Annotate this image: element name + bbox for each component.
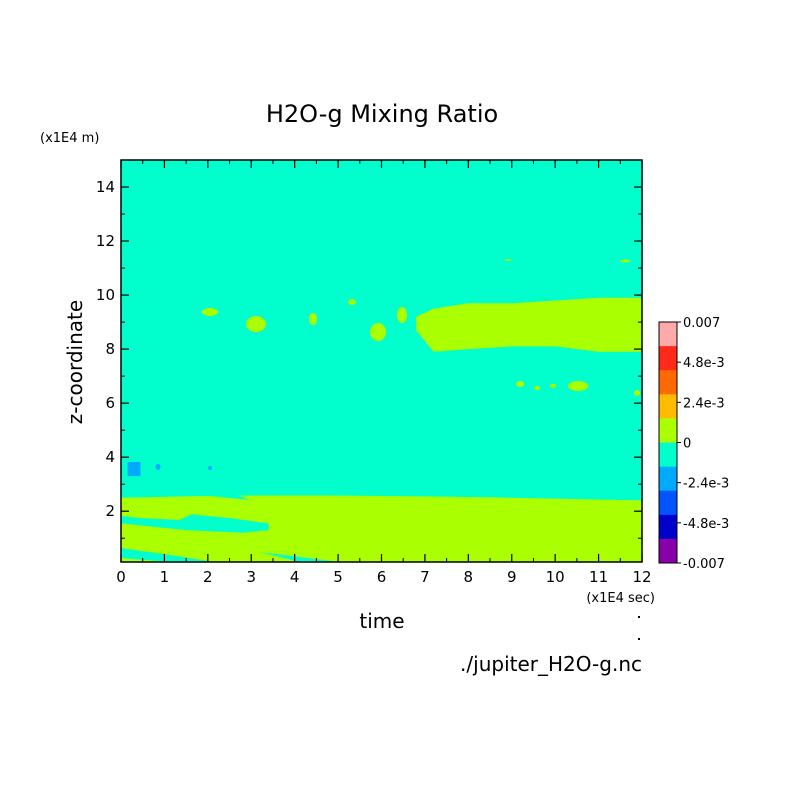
colorbar-swatch	[659, 538, 677, 564]
source-file-label: ./jupiter_H2O-g.nc	[460, 652, 642, 676]
colorbar-swatch	[659, 442, 677, 467]
y-axis-label: z-coordinate	[63, 300, 87, 424]
y-tick-label: 6	[105, 394, 115, 412]
colorbar-swatch	[659, 370, 677, 395]
x-tick-label: 3	[246, 568, 256, 586]
colorbar-swatch	[659, 466, 677, 491]
colorbar-swatch	[659, 322, 677, 347]
x-tick-label: 10	[546, 568, 565, 586]
x-tick-label: 9	[507, 568, 517, 586]
x-tick-label: 12	[632, 568, 651, 586]
chart-title: H2O-g Mixing Ratio	[266, 100, 498, 128]
x-tick-label: 4	[290, 568, 300, 586]
colorbar-label: -2.4e-3	[683, 477, 729, 492]
colorbar-label: -4.8e-3	[683, 517, 729, 532]
x-tick-label: 2	[203, 568, 213, 586]
y-tick-label: 14	[96, 178, 115, 196]
y-unit-label: (x1E4 m)	[40, 131, 99, 146]
x-tick-label: 0	[116, 568, 126, 586]
x-tick-label: 6	[377, 568, 387, 586]
colorbar-swatch	[659, 514, 677, 540]
y-tick-label: 2	[105, 502, 115, 520]
colorbar-label: -0.007	[683, 557, 725, 572]
colorbar-label: 4.8e-3	[683, 356, 725, 371]
x-tick-label: 5	[333, 568, 343, 586]
x-tick-label: 1	[160, 568, 170, 586]
x-axis-label: time	[359, 609, 404, 633]
y-tick-label: 12	[96, 232, 115, 250]
x-tick-label: 11	[589, 568, 608, 586]
colorbar-label: 0.007	[683, 316, 720, 331]
colorbar-label: 2.4e-3	[683, 396, 725, 411]
contour-region-1	[121, 495, 642, 562]
x-axis: 0 1 2 3 4 5 6 7 8 9 10 11 12	[116, 160, 652, 586]
colorbar: 0.007 4.8e-3 2.4e-3 0 -2.4e-3 -4.8e-3 -0.007	[658, 316, 729, 572]
colorbar-swatch	[659, 418, 677, 443]
contour-region-3	[127, 462, 141, 477]
x-tick-label: 7	[420, 568, 430, 586]
colorbar-swatch	[659, 490, 677, 516]
y-axis: 2 4 6 8 10 12 14	[96, 159, 642, 539]
x-unit-label: (x1E4 sec)	[586, 591, 655, 606]
x-tick-label: 8	[464, 568, 474, 586]
speckles	[121, 259, 640, 562]
y-tick-label: 10	[96, 286, 115, 304]
colorbar-swatch	[659, 394, 677, 419]
y-tick-label: 4	[105, 448, 115, 466]
contour-region-0	[416, 297, 642, 352]
colorbar-swatch	[659, 346, 677, 371]
tick-artifacts	[638, 616, 640, 640]
y-tick-label: 8	[105, 340, 115, 358]
colorbar-label: 0	[683, 437, 691, 452]
